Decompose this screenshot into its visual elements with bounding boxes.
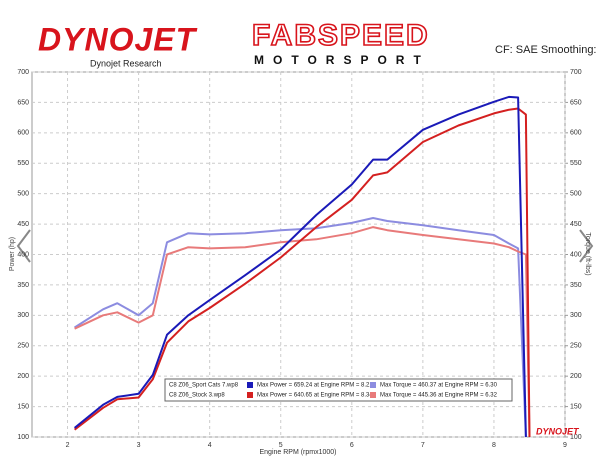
x-tick-label: 7	[421, 442, 425, 449]
partner-sub: MOTORSPORT	[254, 53, 430, 67]
y-tick-label: 600	[17, 130, 29, 137]
brand-sub: Dynojet Research	[90, 58, 162, 68]
legend-swatch	[370, 392, 376, 398]
legend-swatch	[247, 392, 253, 398]
partner-logo: FABSPEED	[252, 19, 430, 52]
legend-file: C8 Z06_Sport Cats 7.wp8	[169, 383, 239, 389]
legend-swatch	[247, 382, 253, 388]
prev-arrow[interactable]	[16, 229, 31, 263]
y2-tick-label: 450	[570, 221, 582, 228]
y-tick-label: 650	[17, 99, 29, 106]
y2-tick-label: 650	[570, 99, 582, 106]
y2-tick-label: 300	[570, 312, 582, 319]
watermark: DYNOJET	[536, 426, 580, 436]
y-tick-label: 700	[17, 69, 29, 76]
brand-logo: DYNOJET	[38, 21, 198, 57]
legend-file: C8 Z06_Stock 3.wp8	[169, 393, 225, 399]
x-tick-label: 6	[350, 442, 354, 449]
legend-torque: Max Torque = 445.36 at Engine RPM = 6.32	[380, 393, 498, 399]
y2-tick-label: 600	[570, 130, 582, 137]
legend-power: Max Power = 659.24 at Engine RPM = 8.21	[257, 383, 373, 389]
settings-text: CF: SAE Smoothing: 5	[495, 44, 600, 56]
x-tick-label: 9	[563, 442, 567, 449]
plot: 100 150 200 250 300 350 400 450 500 550 600 650 700 1…	[17, 69, 581, 449]
y2-tick-label: 550	[570, 160, 582, 167]
y-tick-label: 350	[17, 282, 29, 289]
series-line	[73, 95, 527, 438]
legend-torque: Max Torque = 460.37 at Engine RPM = 6.30	[380, 383, 498, 389]
next-arrow[interactable]	[579, 229, 594, 263]
x-axis-label: Engine RPM (rpmx1000)	[259, 449, 336, 456]
y2-tick-label: 350	[570, 282, 582, 289]
y-axis-label: Power (hp)	[9, 237, 16, 271]
y-tick-label: 100	[17, 434, 29, 441]
series-line	[73, 107, 531, 438]
series-line	[74, 226, 531, 438]
y-tick-label: 450	[17, 221, 29, 228]
y-tick-label: 400	[17, 251, 29, 258]
y-tick-label: 300	[17, 312, 29, 319]
y2-tick-label: 100	[570, 434, 582, 441]
x-tick-label: 4	[208, 442, 212, 449]
y-tick-label: 500	[17, 191, 29, 198]
y-tick-label: 150	[17, 403, 29, 410]
y-tick-label: 550	[17, 160, 29, 167]
legend-power: Max Power = 640.65 at Engine RPM = 8.34	[257, 393, 373, 399]
x-tick-label: 3	[137, 442, 141, 449]
x-tick-label: 8	[492, 442, 496, 449]
y2-tick-label: 700	[570, 69, 582, 76]
y2-tick-label: 500	[570, 191, 582, 198]
series-line	[74, 217, 527, 438]
y2-tick-label: 400	[570, 251, 582, 258]
y2-tick-label: 150	[570, 403, 582, 410]
x-tick-label: 2	[66, 442, 70, 449]
y2-axis-label: Torque (ft-lbs)	[584, 232, 591, 275]
y-tick-label: 200	[17, 373, 29, 380]
legend-swatch	[370, 382, 376, 388]
y2-tick-label: 200	[570, 373, 582, 380]
x-tick-label: 5	[279, 442, 283, 449]
y-tick-label: 250	[17, 343, 29, 350]
y2-tick-label: 250	[570, 343, 582, 350]
